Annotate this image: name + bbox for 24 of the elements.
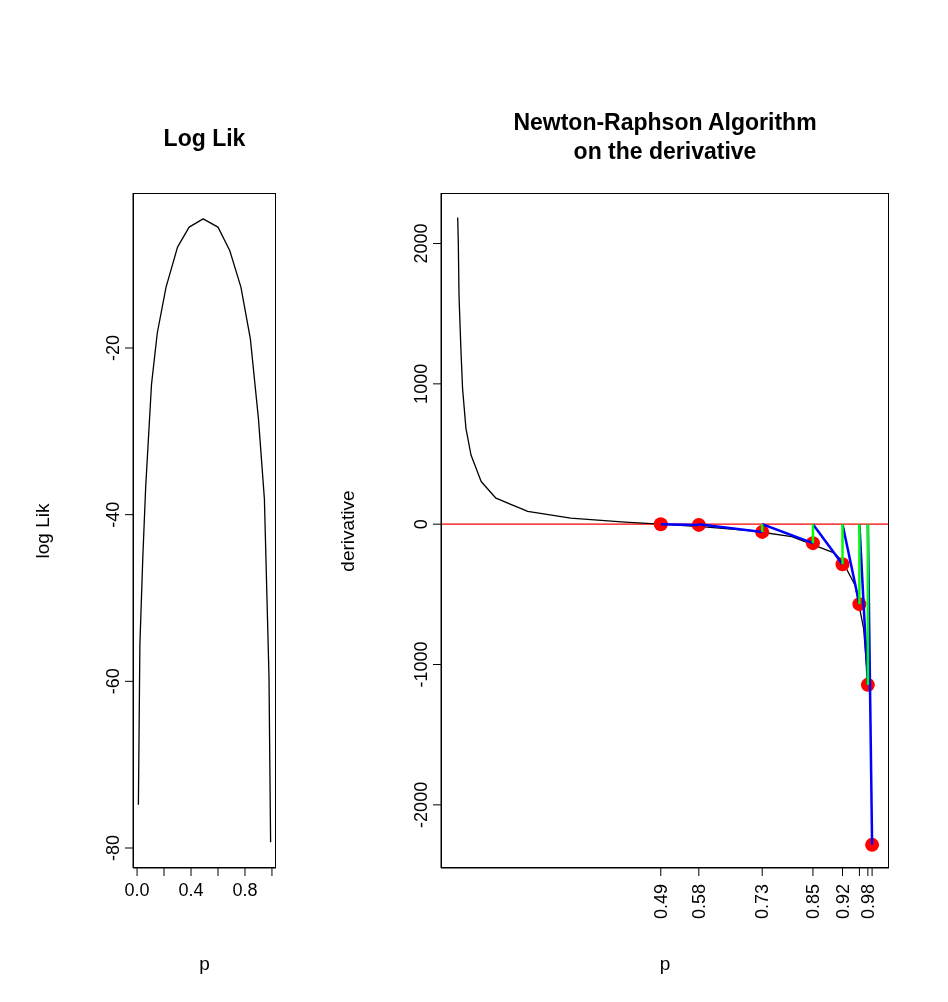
x-axis-title: p bbox=[658, 953, 672, 975]
y-axis-title: derivative bbox=[337, 489, 359, 572]
y-tick-label: 2000 bbox=[411, 223, 431, 264]
x-tick-label: 0.4 bbox=[178, 880, 204, 900]
chart-title: Log Lik bbox=[162, 124, 247, 153]
x-tick-label: 0.85 bbox=[802, 884, 823, 920]
x-tick-label: 0.49 bbox=[650, 884, 671, 920]
x-tick-label: 0.58 bbox=[688, 884, 709, 920]
y-tick-label: 0 bbox=[411, 519, 431, 530]
chart-title: Newton-Raphson Algorithm on the derivative bbox=[512, 108, 818, 166]
x-tick-label: 0.8 bbox=[232, 880, 258, 900]
y-tick-label: 1000 bbox=[411, 363, 431, 404]
x-tick-label: 0.73 bbox=[752, 884, 773, 920]
y-tick-label: -80 bbox=[103, 834, 123, 862]
y-tick-label: -20 bbox=[103, 334, 123, 362]
x-axis-title: p bbox=[198, 953, 211, 975]
y-tick-label: -40 bbox=[103, 501, 123, 528]
x-tick-label: 0.98 bbox=[857, 884, 878, 920]
x-tick-label: 0.92 bbox=[832, 884, 853, 920]
x-tick-label: 0.0 bbox=[124, 880, 150, 900]
y-tick-label: -2000 bbox=[411, 781, 431, 828]
y-tick-label: -1000 bbox=[411, 641, 431, 688]
y-tick-label: -60 bbox=[103, 668, 123, 695]
y-axis-title: log Lik bbox=[32, 503, 54, 558]
